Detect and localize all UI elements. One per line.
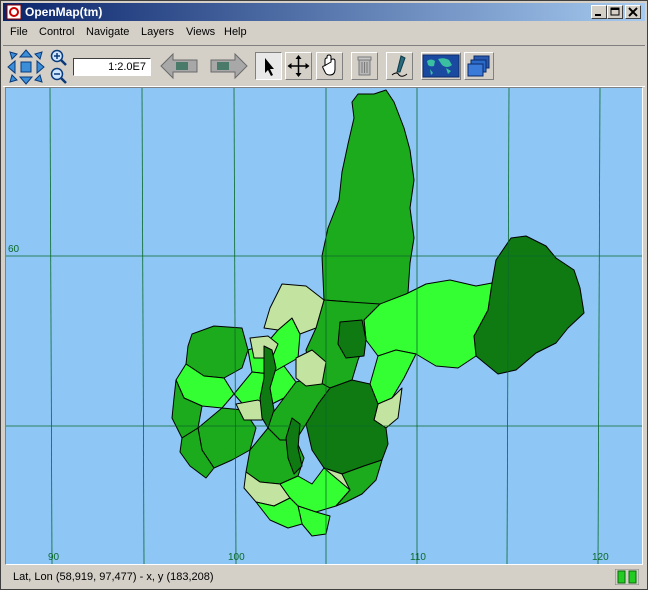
forward-icon[interactable] xyxy=(207,51,249,81)
lon-label-100: 100 xyxy=(228,552,245,563)
hand-tool-button[interactable] xyxy=(316,52,343,80)
menu-help[interactable]: Help xyxy=(224,26,247,38)
window-title: OpenMap(tm) xyxy=(25,5,103,19)
coordinate-readout: Lat, Lon (58,919, 97,477) - x, y (183,20… xyxy=(13,571,214,583)
back-icon[interactable] xyxy=(159,51,201,81)
minimize-button[interactable] xyxy=(591,5,607,19)
status-bar: Lat, Lon (58,919, 97,477) - x, y (183,20… xyxy=(3,567,645,587)
world-map-button[interactable] xyxy=(421,52,461,80)
scale-input[interactable]: 1:2.0E7 xyxy=(73,58,151,76)
move-cross-icon xyxy=(287,55,310,77)
lat-label-60: 60 xyxy=(8,244,20,255)
map-canvas[interactable]: 60 90 100 110 120 xyxy=(6,88,642,564)
map-view[interactable]: 60 90 100 110 120 xyxy=(5,87,643,565)
title-bar[interactable]: OpenMap(tm) xyxy=(3,3,645,21)
arrow-pointer-icon xyxy=(265,58,274,76)
region-nw-pale xyxy=(263,283,325,335)
zoom-out-icon[interactable] xyxy=(50,67,68,84)
region-inlet-2 xyxy=(285,417,303,475)
menu-navigate[interactable]: Navigate xyxy=(86,26,130,38)
region-w-6 xyxy=(179,427,215,479)
menu-file[interactable]: File xyxy=(10,26,28,38)
delete-tool-button[interactable] xyxy=(351,52,378,80)
openmap-app-icon xyxy=(6,4,22,20)
zoom-in-icon[interactable] xyxy=(50,49,68,66)
close-icon xyxy=(628,7,638,17)
maximize-button[interactable] xyxy=(607,5,623,19)
menu-bar: File Control Navigate Layers Views Help xyxy=(3,23,645,42)
move-tool-button[interactable] xyxy=(285,52,312,80)
lon-label-90: 90 xyxy=(48,552,60,563)
region-se-1 xyxy=(335,459,383,507)
trash-icon xyxy=(357,56,372,76)
region-dark-center xyxy=(337,319,367,359)
layers-icon xyxy=(467,55,490,77)
menu-views[interactable]: Views xyxy=(186,26,216,38)
toolbar: 1:2.0E7 xyxy=(3,45,645,87)
region-inlet xyxy=(259,345,277,429)
menu-layers[interactable]: Layers xyxy=(141,26,175,38)
regions-layer xyxy=(171,89,585,537)
draw-tool-button[interactable] xyxy=(386,52,413,80)
region-center-pale xyxy=(295,349,327,387)
region-west-1 xyxy=(185,325,249,379)
world-map-icon xyxy=(422,54,460,78)
menu-control[interactable]: Control xyxy=(39,26,75,38)
lon-label-120: 120 xyxy=(592,552,609,563)
pencil-icon xyxy=(391,55,408,77)
status-indicator-icon xyxy=(615,569,639,585)
pan-arrows-icon[interactable] xyxy=(7,49,45,85)
lon-label-110: 110 xyxy=(410,552,426,563)
minimize-icon xyxy=(595,14,601,16)
select-tool-button[interactable] xyxy=(255,52,282,80)
close-button[interactable] xyxy=(625,5,641,19)
graticule xyxy=(6,88,642,564)
hand-icon xyxy=(322,54,336,76)
region-s-3 xyxy=(255,497,303,529)
maximize-icon xyxy=(610,7,620,16)
layers-button[interactable] xyxy=(464,52,494,80)
